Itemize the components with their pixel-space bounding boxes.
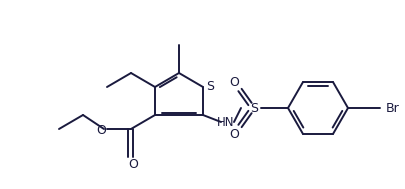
Text: O: O [128,157,138,170]
Text: HN: HN [217,115,234,129]
Text: S: S [205,80,213,92]
Text: O: O [96,123,106,136]
Text: O: O [228,128,239,140]
Text: Br: Br [385,101,399,115]
Text: S: S [249,102,257,115]
Text: O: O [228,75,239,88]
